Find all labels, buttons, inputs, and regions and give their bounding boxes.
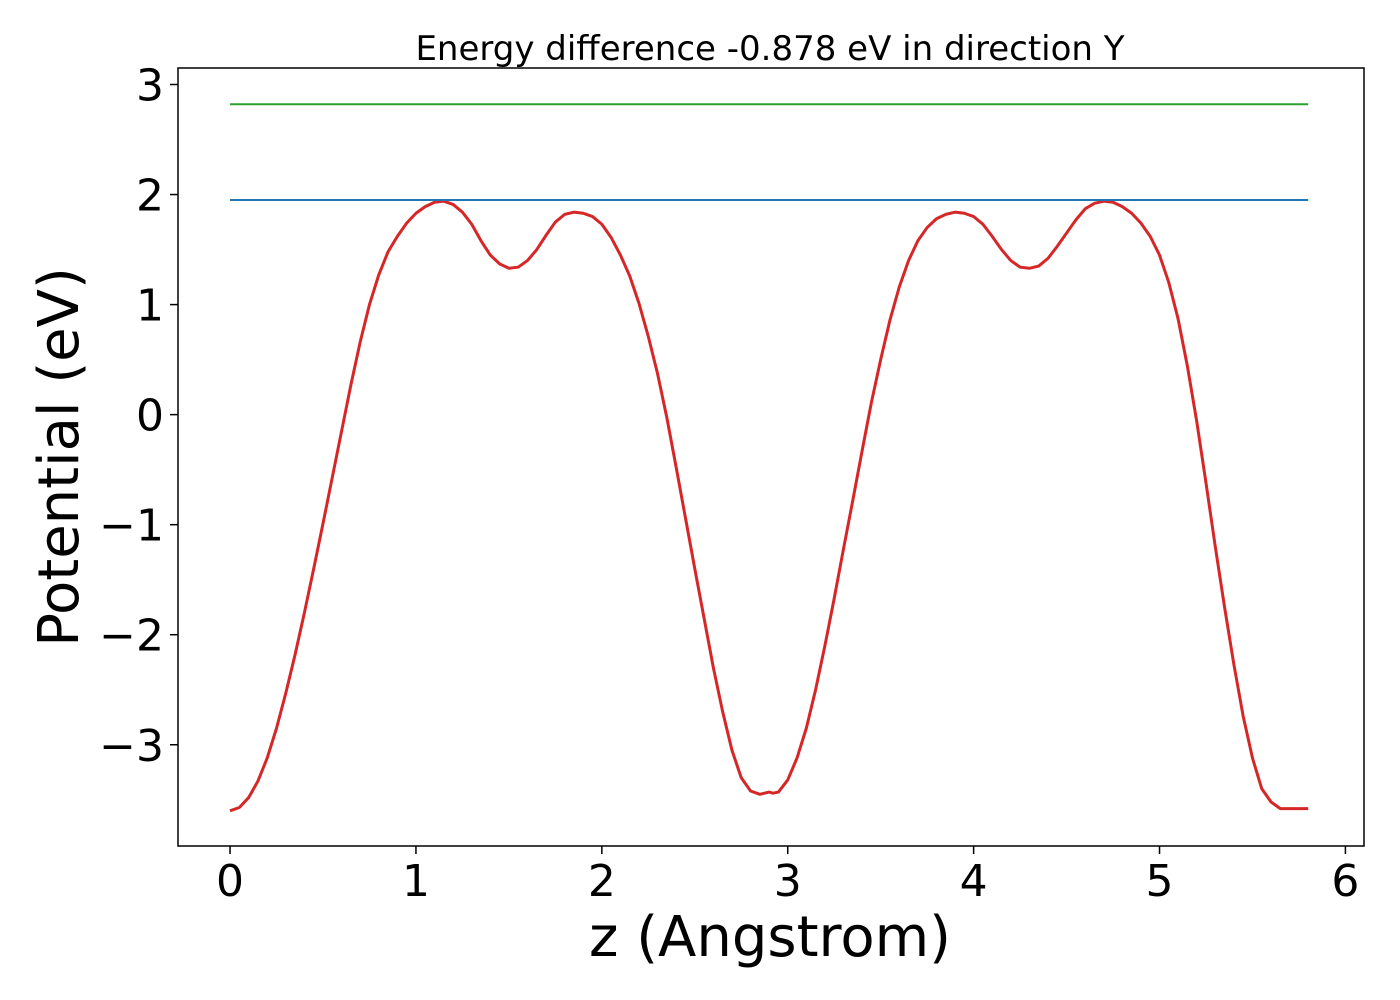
plot-series	[229, 103, 1309, 813]
x-tick-label: 2	[588, 856, 616, 907]
x-tick-label: 1	[402, 856, 430, 907]
y-tick-label: −1	[99, 501, 164, 552]
y-axis-label: Potential (eV)	[27, 267, 92, 647]
x-tick-label: 3	[774, 856, 802, 907]
plot-frame	[177, 67, 1365, 847]
x-tick-label: 5	[1146, 856, 1174, 907]
x-tick-label: 0	[216, 856, 244, 907]
y-tick-label: −3	[99, 721, 164, 772]
x-tick-label: 4	[960, 856, 988, 907]
x-axis-ticks: 0 1 2 3 4 5 6	[216, 846, 1359, 907]
x-axis-label: z (Angstrom)	[589, 905, 951, 970]
y-tick-label: 1	[136, 281, 164, 332]
y-axis-ticks: −3 −2 −1 0 1 2 3	[99, 61, 178, 772]
y-tick-label: 2	[136, 171, 164, 222]
y-tick-label: 3	[136, 61, 164, 112]
y-tick-label: 0	[136, 391, 164, 442]
chart-title: Energy difference -0.878 eV in direction…	[415, 29, 1124, 69]
series-line-0	[229, 199, 1309, 813]
y-tick-label: −2	[99, 611, 164, 662]
x-tick-label: 6	[1331, 856, 1359, 907]
